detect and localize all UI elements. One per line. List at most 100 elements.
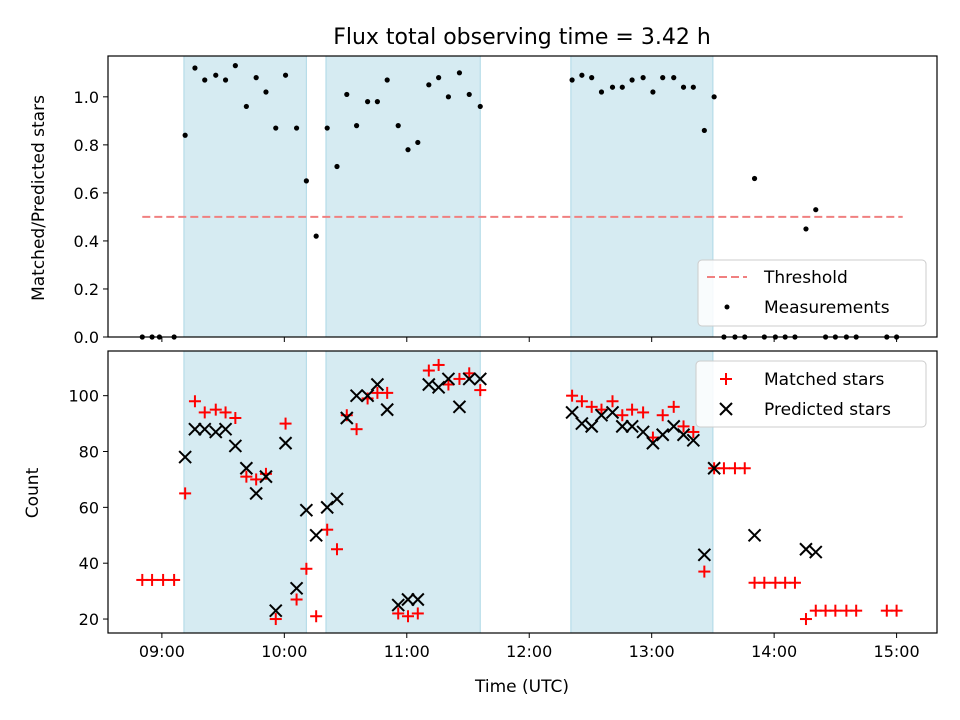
matched-point-4 (179, 487, 192, 500)
top-y-tick-label-1: 0.2 (74, 280, 99, 299)
top-panel: 0.0 0.2 0.4 0.6 0.8 1.0 (74, 55, 938, 347)
legend-measurements-swatch (724, 304, 730, 310)
matched-point-40 (626, 403, 639, 416)
predicted-point-1 (188, 422, 202, 436)
measurement-point-8 (222, 77, 229, 83)
measurement-point-30 (445, 94, 452, 100)
measurement-point-58 (813, 207, 819, 213)
predicted-point-32 (584, 419, 599, 434)
measurement-point-37 (598, 89, 605, 95)
predicted-point-44 (707, 461, 721, 475)
top-shaded-interval-0 (183, 55, 307, 338)
x-axis-label: Time (UTC) (474, 677, 569, 697)
measurement-point-18 (324, 125, 330, 131)
measurement-point-35 (579, 72, 585, 78)
predicted-point-21 (391, 598, 405, 612)
matched-point-32 (463, 367, 476, 380)
predicted-point-43 (697, 548, 712, 562)
matched-point-3 (168, 573, 181, 586)
predicted-point-17 (349, 388, 364, 403)
measurement-point-19 (334, 163, 340, 170)
measurement-point-22 (364, 99, 371, 105)
predicted-point-8 (259, 469, 273, 484)
bottom-y-tick-label-1: 40 (79, 554, 99, 573)
predicted-point-39 (656, 428, 670, 442)
bottom-y-tick-label-0: 20 (79, 610, 99, 629)
matched-point-15 (290, 593, 303, 606)
matched-point-11 (250, 473, 263, 486)
predicted-point-35 (615, 419, 630, 434)
top-y-tick-label-3: 0.6 (74, 184, 99, 203)
predicted-point-29 (473, 372, 487, 386)
predicted-point-2 (198, 422, 212, 436)
predicted-point-14 (320, 500, 334, 515)
measurement-point-9 (232, 63, 238, 69)
x-tick-label-5: 14:00 (751, 642, 797, 661)
chart-title: Flux total observing time = 3.42 h (333, 25, 711, 50)
predicted-point-27 (452, 400, 467, 414)
x-tick-label-4: 13:00 (629, 642, 675, 661)
matched-point-14 (279, 417, 292, 430)
matched-point-53 (758, 576, 771, 589)
predicted-point-37 (636, 425, 650, 439)
legend-threshold-label: Threshold (763, 268, 848, 288)
x-tick-label-1: 10:00 (261, 642, 307, 661)
predicted-point-38 (646, 436, 660, 450)
matched-point-62 (850, 604, 863, 617)
predicted-point-9 (269, 603, 283, 618)
measurement-point-27 (415, 139, 421, 146)
matched-point-45 (677, 420, 690, 433)
matched-point-30 (442, 378, 455, 391)
legend-predicted-swatch (719, 402, 733, 416)
measurement-point-47 (701, 127, 707, 134)
x-tick-label-0: 09:00 (139, 642, 185, 661)
measurement-point-29 (436, 75, 442, 81)
predicted-point-18 (360, 388, 375, 403)
measurement-point-16 (303, 178, 309, 184)
measurement-point-4 (182, 132, 188, 138)
matched-point-35 (575, 395, 588, 408)
predicted-point-36 (625, 419, 639, 434)
predicted-point-15 (330, 492, 344, 506)
measurement-point-28 (426, 82, 432, 88)
measurement-point-6 (202, 77, 208, 83)
matched-point-39 (616, 409, 629, 422)
predicted-point-10 (278, 436, 293, 450)
measurement-point-14 (282, 72, 289, 78)
predicted-point-47 (809, 545, 823, 559)
measurement-point-42 (650, 89, 656, 95)
matched-point-56 (788, 576, 801, 589)
matched-point-5 (188, 395, 201, 408)
matched-point-27 (411, 607, 424, 620)
matched-point-18 (321, 523, 334, 536)
predicted-point-26 (441, 372, 456, 386)
matched-point-25 (392, 607, 405, 620)
predicted-point-19 (370, 377, 385, 392)
predicted-point-24 (422, 377, 436, 392)
measurement-point-17 (313, 233, 319, 239)
predicted-point-5 (228, 439, 243, 453)
bottom-shaded-interval-0 (183, 350, 307, 634)
legend-bottom: Matched stars Predicted stars (695, 360, 927, 428)
matched-point-46 (687, 425, 700, 438)
predicted-point-6 (239, 461, 254, 475)
measurement-point-10 (243, 103, 249, 110)
matched-point-9 (229, 412, 242, 425)
matched-point-49 (717, 462, 730, 475)
predicted-point-30 (565, 405, 579, 420)
measurement-point-26 (405, 147, 411, 153)
measurement-point-39 (619, 84, 625, 90)
top-shaded-interval-1 (325, 55, 481, 338)
measurement-point-11 (253, 75, 259, 81)
predicted-point-4 (218, 422, 233, 436)
predicted-point-42 (686, 433, 701, 448)
top-y-tick-label-5: 1.0 (74, 88, 99, 107)
legend-matched-swatch (720, 373, 732, 385)
matched-point-28 (422, 364, 435, 377)
matched-point-8 (219, 406, 232, 419)
legend-predicted-label: Predicted stars (764, 400, 891, 420)
top-axes-frame (107, 55, 938, 338)
measurement-point-46 (690, 84, 696, 90)
top-y-axis-label: Matched/Predicted stars (29, 95, 49, 301)
